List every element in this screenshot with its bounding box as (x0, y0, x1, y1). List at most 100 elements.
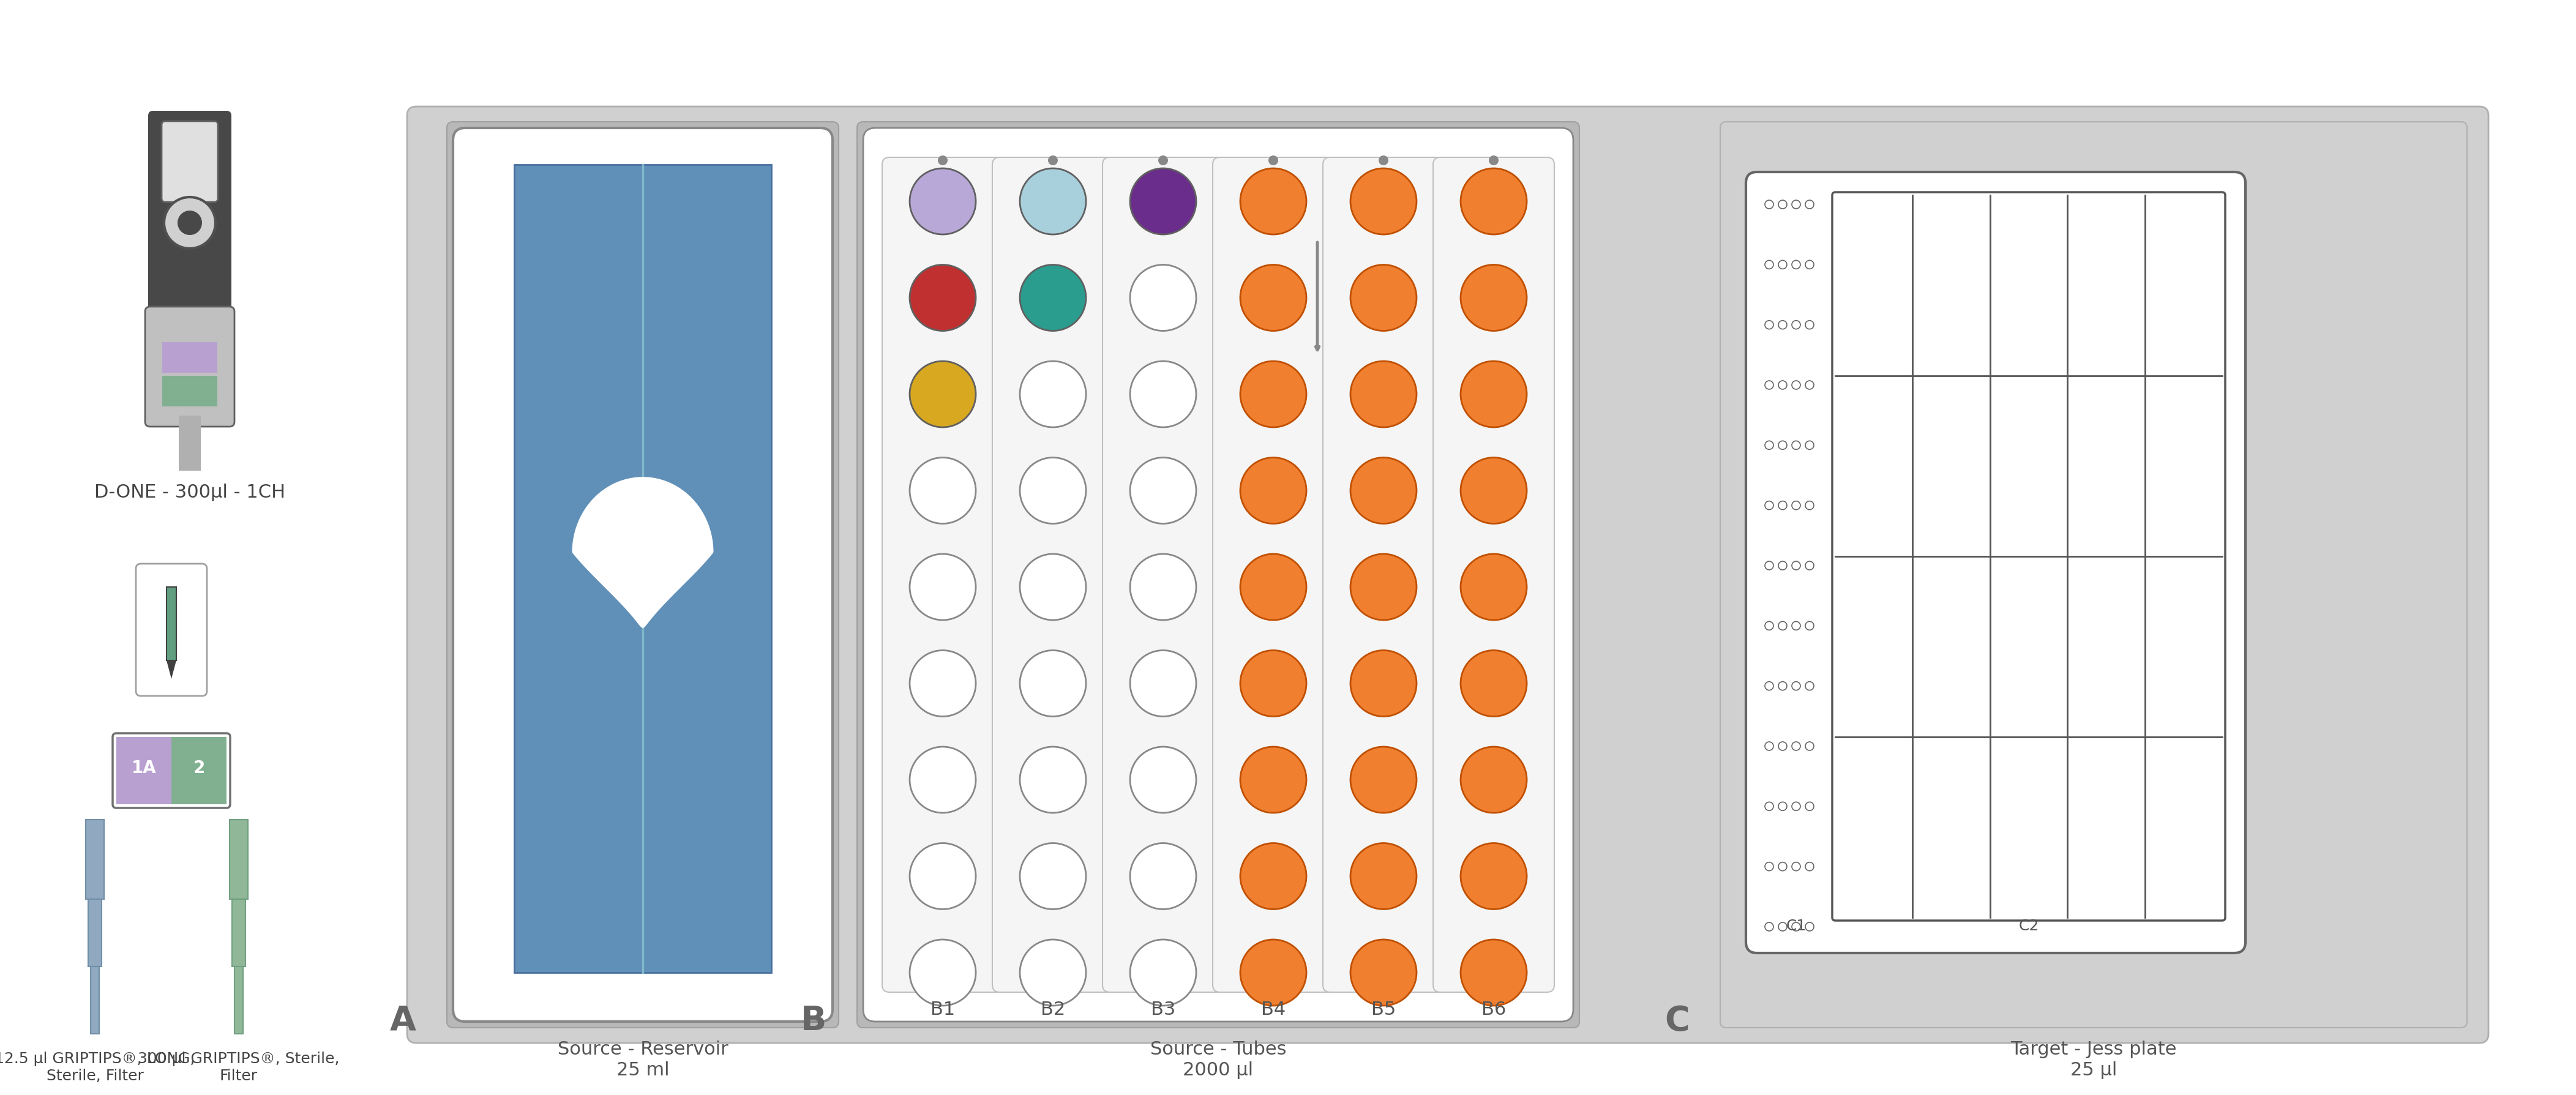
FancyBboxPatch shape (162, 122, 219, 203)
FancyBboxPatch shape (1721, 123, 2468, 1028)
Bar (515, 165, 770, 972)
Circle shape (909, 265, 976, 332)
FancyBboxPatch shape (453, 128, 832, 1022)
Circle shape (1020, 650, 1087, 716)
Text: C: C (1664, 1004, 1690, 1037)
Text: 1A: 1A (131, 759, 157, 776)
Circle shape (909, 747, 976, 812)
Text: B2: B2 (1041, 1000, 1066, 1018)
Circle shape (1131, 265, 1195, 332)
Circle shape (1350, 747, 1417, 812)
Bar (1973, 130, 2215, 573)
FancyBboxPatch shape (1747, 173, 2246, 953)
Circle shape (1131, 940, 1195, 1005)
Circle shape (1350, 169, 1417, 235)
Circle shape (1131, 650, 1195, 716)
Circle shape (1239, 554, 1306, 620)
Text: C2: C2 (2020, 919, 2040, 933)
FancyBboxPatch shape (1432, 158, 1553, 992)
Circle shape (1020, 265, 1087, 332)
Polygon shape (572, 477, 714, 629)
Bar (85, 820, 103, 899)
FancyBboxPatch shape (992, 158, 1113, 992)
Text: 12.5 µl GRIPTIPS®, LONG,
Sterile, Filter: 12.5 µl GRIPTIPS®, LONG, Sterile, Filter (0, 1051, 196, 1083)
Text: D-ONE - 300µl - 1CH: D-ONE - 300µl - 1CH (95, 483, 286, 502)
Circle shape (909, 843, 976, 909)
Text: C1: C1 (1785, 919, 1806, 933)
Circle shape (909, 940, 976, 1005)
Text: A: A (389, 1004, 417, 1037)
Circle shape (1267, 155, 1278, 165)
Circle shape (1350, 265, 1417, 332)
Circle shape (1020, 940, 1087, 1005)
Circle shape (1020, 747, 1087, 812)
FancyBboxPatch shape (1103, 158, 1224, 992)
Bar (2218, 577, 2460, 1019)
Bar (1973, 577, 2215, 1019)
Text: B4: B4 (1262, 1000, 1285, 1018)
Bar (229, 820, 247, 899)
Circle shape (1239, 265, 1306, 332)
FancyBboxPatch shape (863, 128, 1574, 1022)
Text: B1: B1 (930, 1000, 956, 1018)
FancyBboxPatch shape (407, 107, 2488, 1044)
Bar (173, 737, 227, 805)
Text: B6: B6 (1481, 1000, 1507, 1018)
Circle shape (1350, 650, 1417, 716)
Text: Source - Reservoir
25 ml: Source - Reservoir 25 ml (556, 1040, 729, 1079)
Circle shape (1239, 843, 1306, 909)
Circle shape (1350, 940, 1417, 1005)
Text: Target - Jess plate
25 µl: Target - Jess plate 25 µl (2009, 1040, 2177, 1079)
Circle shape (1131, 747, 1195, 812)
FancyBboxPatch shape (446, 123, 840, 1028)
Bar (88, 899, 100, 967)
Circle shape (178, 211, 201, 235)
FancyBboxPatch shape (149, 112, 232, 366)
Circle shape (1461, 843, 1528, 909)
Bar (1728, 130, 1968, 573)
Circle shape (1350, 554, 1417, 620)
Text: 300 µl GRIPTIPS®, Sterile,
Filter: 300 µl GRIPTIPS®, Sterile, Filter (139, 1051, 340, 1083)
Circle shape (1020, 169, 1087, 235)
Circle shape (909, 650, 976, 716)
FancyBboxPatch shape (1324, 158, 1445, 992)
Circle shape (1378, 155, 1388, 165)
Text: Source - Tubes
2000 µl: Source - Tubes 2000 µl (1149, 1040, 1285, 1079)
Circle shape (1020, 843, 1087, 909)
Text: B: B (801, 1004, 827, 1037)
Circle shape (1131, 554, 1195, 620)
Circle shape (1461, 458, 1528, 523)
Circle shape (1131, 458, 1195, 523)
Bar (90, 967, 98, 1034)
FancyBboxPatch shape (1213, 158, 1334, 992)
Circle shape (909, 169, 976, 235)
Bar (178, 416, 201, 471)
FancyBboxPatch shape (881, 158, 1002, 992)
Circle shape (1461, 169, 1528, 235)
Circle shape (1239, 458, 1306, 523)
FancyBboxPatch shape (1832, 193, 2226, 921)
Circle shape (1131, 361, 1195, 428)
Circle shape (1350, 843, 1417, 909)
Text: B5: B5 (1370, 1000, 1396, 1018)
Circle shape (938, 155, 948, 165)
Circle shape (1461, 940, 1528, 1005)
Circle shape (1239, 940, 1306, 1005)
Circle shape (165, 197, 216, 249)
Bar (232, 899, 245, 967)
Circle shape (1239, 650, 1306, 716)
Circle shape (1020, 361, 1087, 428)
Circle shape (909, 554, 976, 620)
Circle shape (1131, 169, 1195, 235)
Circle shape (1239, 169, 1306, 235)
Circle shape (1239, 747, 1306, 812)
Circle shape (1350, 361, 1417, 428)
Circle shape (909, 458, 976, 523)
Circle shape (1350, 458, 1417, 523)
Circle shape (1020, 458, 1087, 523)
Circle shape (1489, 155, 1499, 165)
Circle shape (1461, 747, 1528, 812)
FancyBboxPatch shape (144, 307, 234, 427)
Circle shape (1159, 155, 1167, 165)
Circle shape (1131, 843, 1195, 909)
